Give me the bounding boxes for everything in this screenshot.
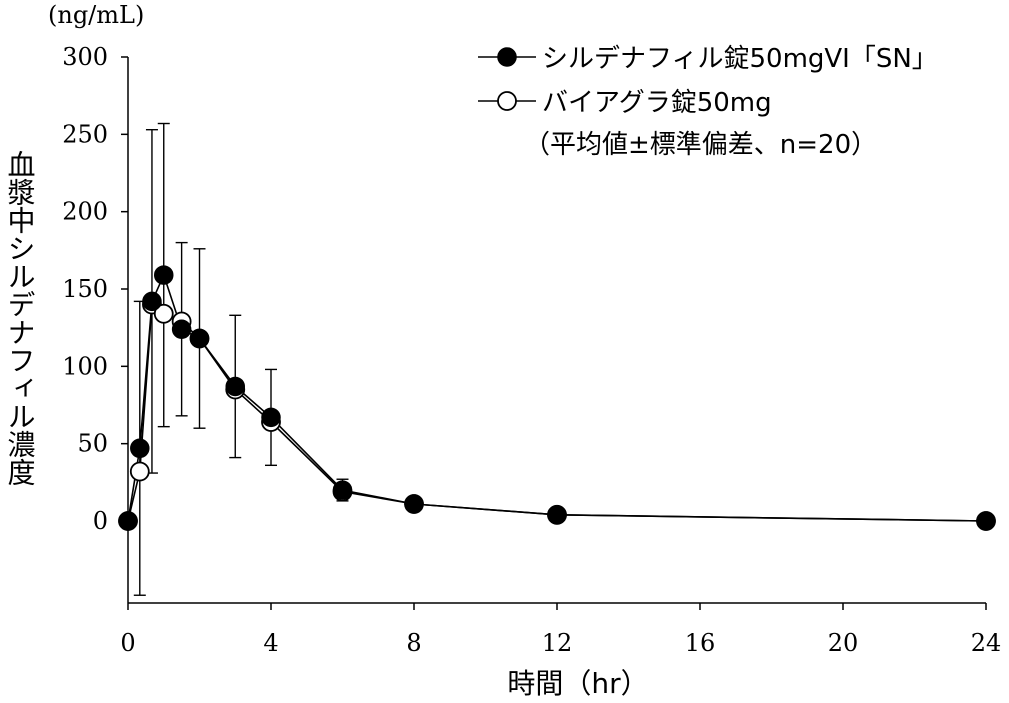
x-tick-label: 12 [542, 629, 573, 657]
data-point-filled [118, 511, 138, 531]
x-tick-label: 0 [120, 629, 135, 657]
data-point-filled [404, 494, 424, 514]
y-tick-label: 50 [77, 430, 108, 458]
y-axis-label: 血漿中シルデナフィル濃度 [4, 150, 37, 486]
data-point-open [153, 303, 174, 324]
x-tick-label: 20 [828, 629, 859, 657]
y-tick-label: 0 [93, 507, 108, 535]
x-tick-label: 16 [685, 629, 716, 657]
legend-marker-filled [497, 47, 517, 67]
error-bars [133, 122, 349, 596]
data-point-filled [261, 407, 281, 428]
data-point-filled [547, 505, 567, 525]
y-tick-label: 150 [62, 275, 108, 303]
data-point-filled [171, 319, 192, 339]
y-tick-label: 100 [62, 352, 108, 380]
data-point-filled [332, 480, 353, 500]
data-point-filled [189, 328, 210, 349]
data-point-filled [142, 291, 162, 312]
series-line-1 [127, 272, 987, 522]
legend-label-1: シルデナフィル錠50mgVI「SN」 [542, 44, 938, 74]
axes: 0 50 100 150 200 250 300 0 4 8 12 16 20 24 [62, 43, 1001, 657]
y-tick-label: 200 [62, 198, 108, 226]
data-points [118, 265, 996, 531]
data-point-open [129, 461, 150, 482]
x-axis-label: 時間（hr） [507, 667, 648, 700]
series-line-2 [127, 302, 987, 522]
series-lines [127, 272, 987, 522]
y-axis-unit: (ng/mL) [48, 1, 144, 29]
x-tick-label: 4 [263, 629, 278, 657]
x-tick-label: 8 [406, 629, 421, 657]
x-tick-label: 24 [971, 629, 1002, 657]
y-tick-label: 300 [62, 43, 108, 71]
legend-marker-open [497, 91, 517, 111]
y-tick-label: 250 [62, 120, 108, 148]
legend: シルデナフィル錠50mgVI「SN」 バイアグラ錠50mg （平均値±標準偏差、… [478, 44, 938, 160]
data-point-filled [154, 265, 174, 285]
legend-label-2: バイアグラ錠50mg [542, 88, 772, 118]
data-point-filled [976, 511, 996, 531]
legend-note: （平均値±標準偏差、n=20） [524, 130, 877, 160]
data-point-filled [225, 376, 245, 397]
data-point-filled [130, 438, 150, 459]
